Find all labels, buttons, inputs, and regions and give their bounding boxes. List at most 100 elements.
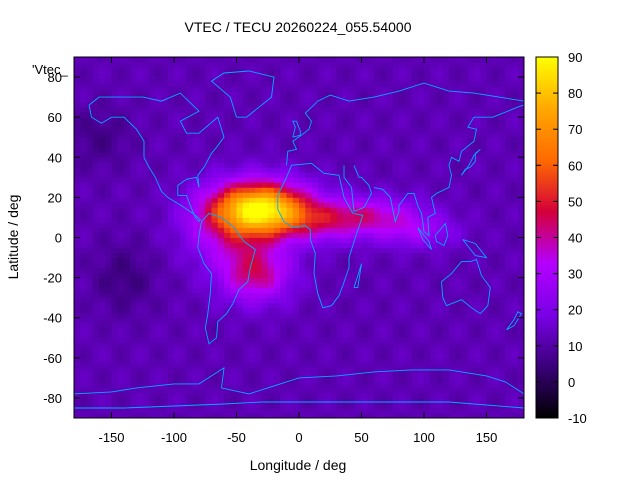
heatmap-cell xyxy=(167,182,175,188)
heatmap-cell xyxy=(317,197,325,203)
heatmap-cell xyxy=(430,392,437,399)
heatmap-cell xyxy=(174,72,181,78)
heatmap-cell xyxy=(280,242,287,248)
heatmap-cell xyxy=(274,347,281,354)
heatmap-cell xyxy=(230,412,237,419)
heatmap-cell xyxy=(211,332,219,339)
heatmap-cell xyxy=(299,102,306,108)
heatmap-cell xyxy=(124,172,131,178)
heatmap-cell xyxy=(499,87,506,93)
heatmap-cell xyxy=(461,382,469,389)
heatmap-cell xyxy=(186,122,194,128)
heatmap-cell xyxy=(161,107,169,113)
heatmap-cell xyxy=(267,252,275,258)
heatmap-cell xyxy=(505,307,512,314)
heatmap-cell xyxy=(249,212,256,218)
heatmap-cell xyxy=(205,157,212,163)
heatmap-cell xyxy=(430,352,437,359)
heatmap-cell xyxy=(180,152,187,158)
heatmap-cell xyxy=(324,237,331,243)
heatmap-cell xyxy=(267,302,275,309)
heatmap-cell xyxy=(249,382,256,389)
heatmap-cell xyxy=(442,132,450,138)
heatmap-cell xyxy=(136,142,144,148)
heatmap-cell xyxy=(324,322,331,329)
heatmap-cell xyxy=(405,97,412,103)
heatmap-cell xyxy=(455,392,462,399)
heatmap-cell xyxy=(124,72,131,78)
heatmap-cell xyxy=(86,227,94,233)
heatmap-cell xyxy=(230,142,237,148)
heatmap-cell xyxy=(149,387,156,394)
heatmap-cell xyxy=(217,207,225,213)
heatmap-cell xyxy=(249,307,256,314)
heatmap-cell xyxy=(405,327,412,334)
heatmap-cell xyxy=(486,122,494,128)
heatmap-cell xyxy=(442,387,450,394)
heatmap-cell xyxy=(417,332,425,339)
heatmap-cell xyxy=(399,72,406,78)
heatmap-cell xyxy=(305,252,312,258)
heatmap-cell xyxy=(199,357,206,364)
heatmap-cell xyxy=(111,177,119,183)
heatmap-cell xyxy=(211,277,219,284)
heatmap-cell xyxy=(367,252,375,258)
heatmap-cell xyxy=(486,322,494,329)
heatmap-cell xyxy=(424,347,431,354)
heatmap-cell xyxy=(155,272,162,279)
heatmap-cell xyxy=(280,402,287,409)
heatmap-cell xyxy=(386,362,394,369)
heatmap-cell xyxy=(324,162,331,168)
heatmap-cell xyxy=(174,362,181,369)
heatmap-cell xyxy=(511,72,519,78)
heatmap-cell xyxy=(411,232,419,238)
heatmap-cell xyxy=(124,202,131,208)
heatmap-cell xyxy=(299,402,306,409)
heatmap-cell xyxy=(436,247,444,253)
heatmap-cell xyxy=(486,147,494,153)
heatmap-cell xyxy=(105,217,112,223)
heatmap-cell xyxy=(417,202,425,208)
heatmap-cell xyxy=(449,387,456,394)
heatmap-cell xyxy=(492,302,500,309)
heatmap-cell xyxy=(436,327,444,334)
heatmap-cell xyxy=(149,172,156,178)
heatmap-cell xyxy=(299,362,306,369)
heatmap-cell xyxy=(117,117,125,123)
heatmap-cell xyxy=(486,227,494,233)
heatmap-cell xyxy=(499,287,506,294)
heatmap-cell xyxy=(486,212,494,218)
heatmap-cell xyxy=(492,242,500,248)
heatmap-cell xyxy=(292,107,300,113)
heatmap-cell xyxy=(205,377,212,384)
heatmap-cell xyxy=(305,157,312,163)
heatmap-cell xyxy=(130,282,137,289)
heatmap-cell xyxy=(186,277,194,284)
heatmap-cell xyxy=(367,142,375,148)
heatmap-cell xyxy=(492,272,500,279)
heatmap-cell xyxy=(124,237,131,243)
heatmap-cell xyxy=(380,317,387,324)
heatmap-cell xyxy=(111,87,119,93)
heatmap-cell xyxy=(455,142,462,148)
heatmap-cell xyxy=(155,322,162,329)
heatmap-cell xyxy=(155,317,162,324)
heatmap-cell xyxy=(205,392,212,399)
heatmap-cell xyxy=(336,252,344,258)
heatmap-cell xyxy=(111,337,119,344)
heatmap-cell xyxy=(361,227,369,233)
heatmap-cell xyxy=(374,162,381,168)
heatmap-cell xyxy=(230,372,237,379)
heatmap-cell xyxy=(280,247,287,253)
heatmap-cell xyxy=(199,387,206,394)
heatmap-cell xyxy=(280,357,287,364)
heatmap-cell xyxy=(305,182,312,188)
heatmap-cell xyxy=(180,387,187,394)
heatmap-cell xyxy=(380,77,387,83)
heatmap-cell xyxy=(399,77,406,83)
heatmap-cell xyxy=(130,102,137,108)
heatmap-cell xyxy=(261,317,269,324)
heatmap-cell xyxy=(105,177,112,183)
heatmap-cell xyxy=(492,317,500,324)
heatmap-cell xyxy=(224,187,231,193)
